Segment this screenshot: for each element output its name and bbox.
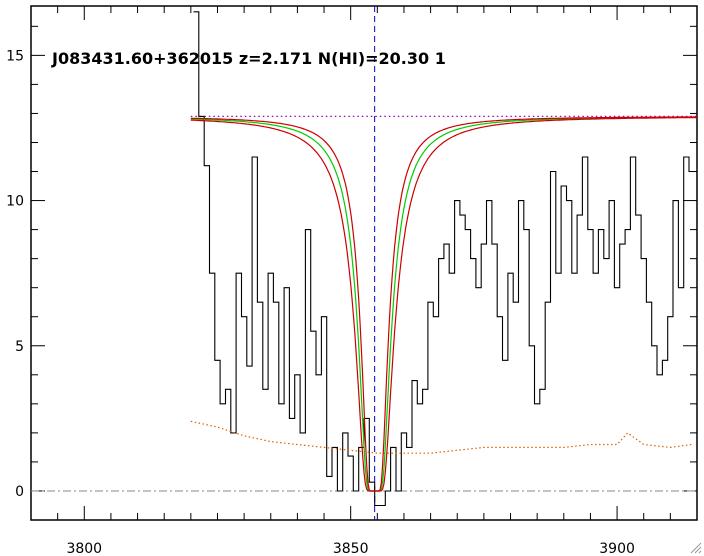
model-bound-1	[190, 117, 697, 492]
best-fit-model	[190, 116, 697, 492]
error-spectrum	[190, 420, 692, 454]
axis-ticks	[30, 6, 698, 521]
x-tick-label: 3850	[333, 541, 369, 556]
y-tick-label: 15	[6, 48, 24, 64]
x-tick-label: 3900	[599, 541, 635, 556]
tick-labels: 3800 3850 3900 0 5 10 15	[6, 48, 635, 556]
y-tick-label: 5	[15, 339, 24, 355]
y-tick-label: 10	[6, 194, 24, 210]
x-tick-label: 3800	[66, 541, 102, 556]
model-layer	[190, 116, 697, 492]
flux-spectrum	[193, 11, 695, 507]
resize-grip-icon[interactable]	[690, 542, 702, 554]
chart-title: J083431.60+362015 z=2.171 N(HI)=20.30 1	[51, 49, 446, 68]
series-layer	[190, 11, 695, 507]
plot-frame	[30, 5, 698, 521]
model-bound-2	[190, 116, 697, 492]
y-tick-label: 0	[15, 484, 24, 500]
reference-lines	[31, 6, 697, 520]
